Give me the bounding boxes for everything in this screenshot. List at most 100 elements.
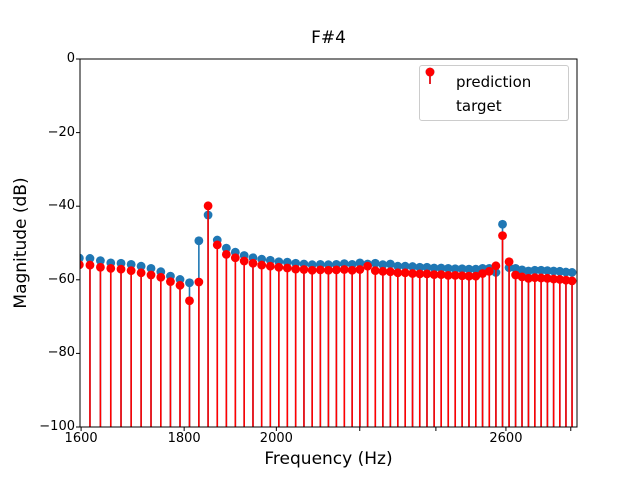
target-marker bbox=[484, 266, 494, 276]
prediction-marker bbox=[408, 262, 417, 271]
target-marker bbox=[116, 264, 126, 274]
prediction-marker bbox=[464, 264, 474, 274]
target-marker bbox=[524, 273, 533, 283]
target-marker bbox=[504, 257, 514, 267]
target-marker bbox=[363, 261, 373, 271]
target-marker bbox=[450, 270, 460, 280]
prediction-marker bbox=[96, 256, 105, 266]
y-tick-label: −40 bbox=[47, 198, 75, 214]
target-marker bbox=[422, 269, 432, 279]
target-marker bbox=[291, 264, 301, 274]
target-marker bbox=[443, 270, 453, 280]
target-marker bbox=[530, 273, 540, 282]
target-marker bbox=[274, 262, 284, 272]
target-marker bbox=[126, 266, 136, 275]
prediction-marker bbox=[221, 243, 231, 253]
target-marker bbox=[331, 265, 341, 275]
prediction-marker bbox=[146, 263, 156, 273]
target-marker bbox=[567, 276, 577, 286]
prediction-marker bbox=[450, 264, 460, 274]
prediction-marker bbox=[443, 263, 453, 273]
prediction-marker bbox=[530, 265, 540, 275]
target-marker bbox=[393, 268, 403, 278]
target-marker bbox=[80, 260, 84, 270]
target-marker bbox=[257, 260, 267, 270]
prediction-marker bbox=[498, 219, 507, 229]
target-marker bbox=[194, 277, 204, 287]
prediction-marker bbox=[429, 263, 439, 273]
target-marker bbox=[370, 266, 380, 275]
prediction-marker bbox=[415, 262, 425, 272]
prediction-marker bbox=[542, 266, 552, 275]
target-marker bbox=[265, 261, 275, 271]
prediction-marker bbox=[436, 263, 446, 273]
target-marker bbox=[106, 263, 116, 273]
prediction-marker bbox=[393, 261, 403, 271]
target-marker bbox=[156, 272, 166, 282]
target-marker bbox=[146, 270, 156, 280]
target-marker bbox=[408, 269, 417, 278]
prediction-marker bbox=[524, 266, 533, 276]
prediction-marker bbox=[370, 258, 380, 268]
target-marker bbox=[355, 265, 365, 274]
target-marker bbox=[221, 250, 231, 259]
target-marker bbox=[85, 260, 95, 270]
target-marker bbox=[203, 201, 213, 211]
target-marker bbox=[212, 240, 222, 250]
x-tick-label: 1600 bbox=[64, 431, 98, 446]
target-marker bbox=[457, 271, 467, 281]
prediction-marker bbox=[136, 261, 146, 271]
prediction-marker bbox=[567, 268, 577, 277]
target-marker bbox=[536, 273, 546, 283]
target-marker bbox=[307, 265, 317, 275]
target-marker bbox=[498, 231, 507, 241]
prediction-marker bbox=[422, 262, 432, 272]
prediction-marker bbox=[185, 278, 194, 288]
target-marker bbox=[248, 258, 258, 268]
prediction-series bbox=[80, 210, 577, 427]
target-marker bbox=[339, 265, 349, 274]
x-tick-label: 2600 bbox=[489, 431, 523, 446]
prediction-marker bbox=[457, 264, 467, 274]
prediction-marker bbox=[536, 265, 546, 275]
target-marker bbox=[385, 267, 395, 277]
target-marker bbox=[400, 268, 410, 278]
legend-label-target: target bbox=[456, 97, 502, 115]
target-marker bbox=[429, 270, 439, 280]
y-tick-label: −20 bbox=[47, 124, 75, 140]
target-marker bbox=[415, 269, 425, 279]
x-tick-label: 2000 bbox=[259, 431, 293, 446]
y-tick-label: −80 bbox=[47, 345, 75, 361]
target-marker bbox=[491, 261, 501, 271]
target-series bbox=[80, 201, 577, 427]
prediction-marker bbox=[85, 254, 95, 263]
prediction-marker bbox=[400, 261, 410, 271]
target-marker bbox=[478, 269, 487, 278]
prediction-marker bbox=[355, 258, 365, 268]
target-marker bbox=[324, 265, 333, 275]
target-marker bbox=[175, 280, 185, 290]
prediction-marker bbox=[126, 259, 136, 269]
x-axis-label: Frequency (Hz) bbox=[264, 449, 393, 469]
target-marker bbox=[166, 277, 175, 287]
y-tick-label: −100 bbox=[39, 419, 75, 434]
target-marker bbox=[378, 266, 388, 276]
legend-label-prediction: prediction bbox=[456, 73, 532, 91]
target-marker bbox=[436, 270, 446, 280]
legend-item-target: target bbox=[420, 67, 568, 118]
target-marker bbox=[136, 268, 146, 278]
prediction-marker bbox=[385, 259, 395, 269]
y-axis-label: Magnitude (dB) bbox=[11, 177, 31, 309]
target-marker bbox=[96, 262, 105, 272]
target-marker bbox=[464, 271, 474, 281]
target-marker bbox=[282, 263, 292, 273]
target-marker bbox=[299, 265, 309, 274]
prediction-marker bbox=[378, 260, 388, 270]
target-marker bbox=[185, 296, 194, 306]
x-tick-label: 1800 bbox=[167, 431, 201, 446]
legend: prediction target bbox=[419, 65, 569, 121]
chart-title: F#4 bbox=[311, 28, 346, 48]
target-marker bbox=[230, 253, 240, 263]
prediction-marker bbox=[471, 264, 481, 274]
